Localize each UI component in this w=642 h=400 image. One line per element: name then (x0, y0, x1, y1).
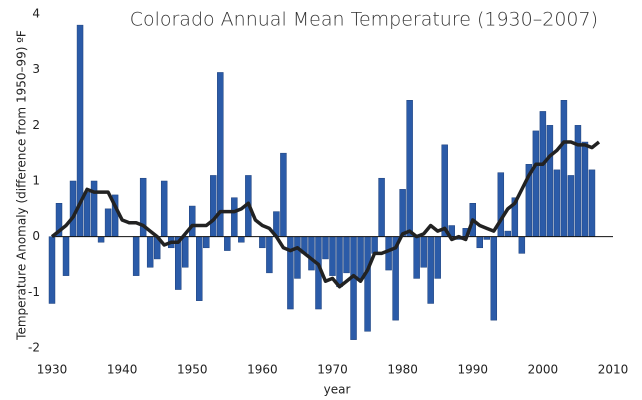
chart-title: Colorado Annual Mean Temperature (1930–2… (130, 9, 598, 31)
bar (497, 172, 505, 237)
bar (539, 111, 547, 237)
x-tick-label: 1960 (247, 363, 278, 377)
bar (518, 236, 526, 254)
bar (532, 130, 540, 237)
y-tick-label: 4 (32, 7, 40, 21)
bar (182, 236, 189, 268)
y-tick-label: 3 (32, 62, 40, 76)
bar (567, 175, 575, 237)
bar (83, 191, 91, 237)
bar (132, 236, 140, 276)
bar (441, 144, 448, 237)
bar (546, 125, 554, 237)
bar (322, 236, 329, 260)
bar (62, 236, 70, 276)
y-tick-label: -1 (28, 285, 40, 299)
bar (581, 141, 589, 237)
bar (48, 236, 56, 304)
y-tick-label: 2 (32, 118, 40, 132)
x-axis-label: year (324, 383, 351, 397)
bar (259, 236, 266, 249)
x-tick-label: 1930 (37, 363, 68, 377)
bar (588, 169, 596, 237)
bar (357, 236, 364, 279)
y-tick-label: 1 (32, 174, 40, 188)
bar (378, 177, 385, 237)
x-tick-label: 1950 (177, 363, 208, 377)
bar (406, 100, 413, 237)
bar (146, 236, 154, 268)
x-tick-label: 1940 (107, 363, 138, 377)
bar (364, 236, 371, 332)
bar (504, 230, 512, 237)
bar (343, 236, 350, 274)
bar (329, 236, 336, 276)
x-tick-label: 2000 (528, 363, 559, 377)
x-tick-label: 1970 (317, 363, 348, 377)
bar (203, 236, 210, 249)
smoothed-line (50, 140, 601, 289)
bar (574, 125, 582, 237)
bar (97, 236, 105, 243)
bar (434, 236, 441, 279)
bar (399, 189, 406, 237)
bar (371, 236, 378, 254)
bar (476, 236, 483, 249)
y-tick-label: -2 (28, 341, 40, 355)
bar (104, 208, 112, 237)
x-tick-label: 2010 (598, 363, 629, 377)
bar (413, 236, 420, 279)
bar (350, 236, 357, 340)
bar (490, 236, 498, 321)
x-tick-label: 1990 (457, 363, 488, 377)
bar (385, 236, 392, 271)
bar (420, 236, 427, 268)
bar (189, 205, 196, 237)
bar (210, 175, 217, 237)
bar (308, 236, 315, 271)
bar (294, 236, 301, 279)
bar (266, 236, 273, 274)
bar (427, 236, 434, 304)
bar (174, 236, 182, 290)
bar (560, 100, 568, 237)
bar (280, 152, 287, 237)
bar (224, 236, 231, 251)
bar (287, 236, 294, 310)
bar (238, 236, 245, 243)
bar (196, 236, 203, 301)
bar (553, 169, 561, 237)
y-axis-label: Temperature Anomaly (difference from 195… (15, 30, 29, 341)
bar (90, 180, 98, 237)
bar (336, 236, 343, 288)
bar (160, 180, 168, 237)
x-tick-label: 1980 (387, 363, 418, 377)
bar (231, 197, 238, 237)
bar (69, 180, 77, 237)
y-tick-label: 0 (32, 229, 40, 243)
